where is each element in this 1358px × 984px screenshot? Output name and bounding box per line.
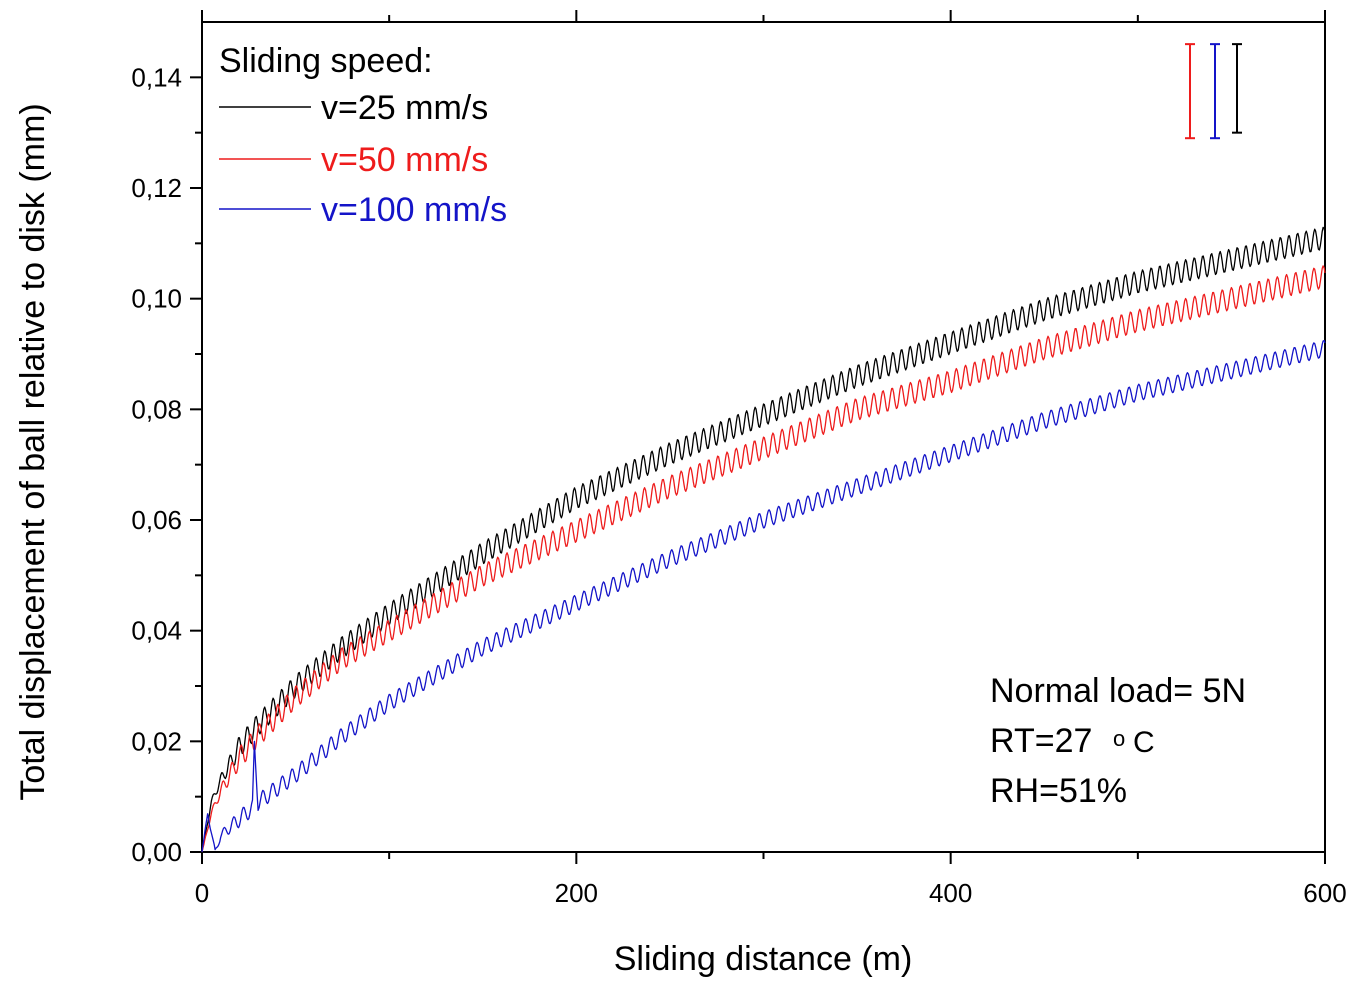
y-tick-label: 0,10 — [131, 284, 182, 314]
conditions-note: Normal load= 5N RT=27 o C RH=51% — [990, 672, 1246, 810]
legend-label-v50: v=50 mm/s — [321, 141, 488, 179]
y-tick-label: 0,04 — [131, 616, 182, 646]
y-tick-label: 0,12 — [131, 173, 182, 203]
series-line-3 — [201, 339, 1326, 853]
y-tick-label: 0,06 — [131, 505, 182, 535]
legend-label-v100: v=100 mm/s — [321, 191, 507, 229]
series-line-2 — [201, 265, 1326, 853]
tick-labels: 0 200 400 600 0,00 0,02 0,04 0,06 0,08 0,10 0,12 0,… — [131, 62, 1346, 908]
x-tick-label: 400 — [929, 878, 972, 908]
note-rt-degree: o — [1113, 726, 1125, 751]
y-tick-label: 0,08 — [131, 394, 182, 424]
error-bars — [1185, 43, 1242, 140]
axis-ticks — [190, 10, 1326, 864]
x-tick-label: 600 — [1303, 878, 1346, 908]
y-tick-label: 0,00 — [131, 837, 182, 867]
series-lines — [201, 226, 1326, 853]
legend: Sliding speed: v=25 mm/s v=50 mm/s v=100… — [219, 42, 507, 229]
x-tick-label: 0 — [195, 878, 209, 908]
legend-title: Sliding speed: — [219, 42, 433, 80]
y-tick-label: 0,14 — [131, 62, 182, 92]
note-rt-unit: C — [1133, 726, 1155, 759]
note-rt: RT=27 — [990, 722, 1092, 760]
y-axis-title: Total displacement of ball relative to d… — [14, 103, 52, 800]
legend-label-v25: v=25 mm/s — [321, 89, 488, 127]
y-tick-label: 0,02 — [131, 726, 182, 756]
note-normal-load: Normal load= 5N — [990, 672, 1246, 710]
x-axis-title: Sliding distance (m) — [614, 940, 913, 978]
x-tick-label: 200 — [555, 878, 598, 908]
note-rh: RH=51% — [990, 772, 1127, 810]
series-line-1 — [201, 226, 1326, 853]
